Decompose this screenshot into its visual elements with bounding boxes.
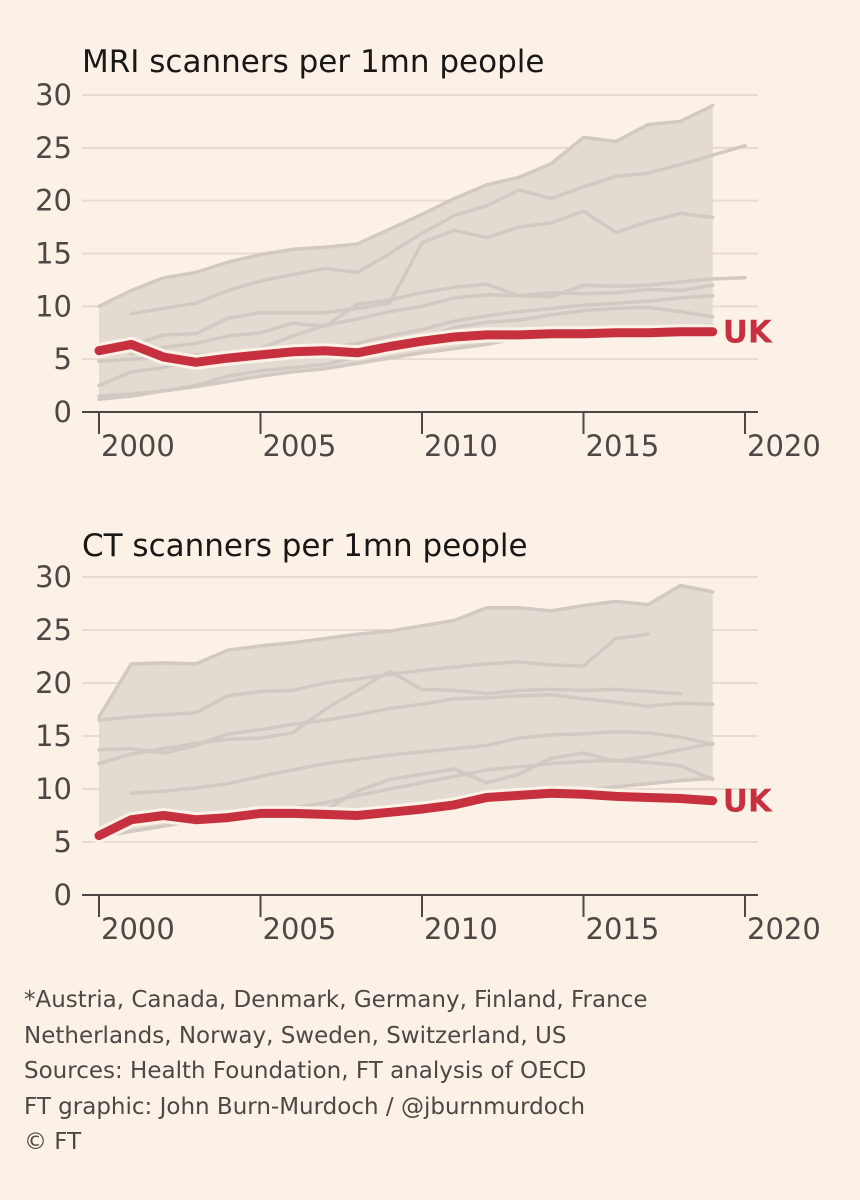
ct-y-tick-label: 25 [35,613,72,647]
mri-x-tick-label: 2010 [424,429,498,463]
ct-y-tick-label: 20 [35,666,72,700]
ct-peer-max-line [97,583,715,719]
mri-chart: MRI scanners per 1mn people 0 5 10 15 20 25 30… [35,44,821,463]
ct-x-tick-label: 2005 [263,912,337,946]
mri-peer-country-line [129,143,747,316]
mri-x-tick-label: 2020 [747,429,821,463]
ct-y-tick-label: 5 [54,825,72,859]
ct-peer-country-line [97,669,683,766]
ct-uk-line [94,788,718,841]
mri-y-tick-label: 30 [35,78,72,112]
ct-peer-country-line [97,632,650,722]
mri-uk-line [94,327,718,367]
mri-y-tick-label: 0 [54,395,72,429]
mri-x-tick-label: 2000 [101,429,175,463]
mri-y-tick-label: 25 [35,131,72,165]
ct-peer-country-line [97,692,715,755]
footnote-copyright: © FT [24,1129,82,1155]
mri-x-tick-label: 2015 [586,429,660,463]
ct-y-tick-label: 30 [35,560,72,594]
footnote-countries-2: Netherlands, Norway, Sweden, Switzerland… [24,1022,567,1049]
mri-y-tick-label: 5 [54,342,72,376]
footnote-sources: Sources: Health Foundation, FT analysis … [24,1058,587,1084]
ct-peer-country-line [258,758,715,815]
mri-peer-range-band [99,105,713,400]
ct-x-tick-label: 2020 [747,912,821,946]
mri-x-tick-label: 2005 [263,429,337,463]
ct-y-tick-label: 15 [35,719,72,753]
footnote-credit: FT graphic: John Burn-Murdoch / @jburnmu… [24,1093,586,1120]
ct-y-tick-label: 10 [35,772,72,806]
footnote-countries-1: *Austria, Canada, Denmark, Germany, Finl… [24,987,648,1013]
mri-chart-title: MRI scanners per 1mn people [82,44,544,80]
ct-x-tick-label: 2000 [101,912,175,946]
ct-uk-series-label: UK [723,784,773,820]
ct-x-tick-label: 2015 [586,912,660,946]
mri-y-tick-label: 15 [35,237,72,271]
ct-y-tick-label: 0 [54,878,72,912]
mri-uk-series-label: UK [723,315,773,351]
ct-x-tick-label: 2010 [424,912,498,946]
ct-chart: CT scanners per 1mn people 0 5 10 15 20 25 30 2… [35,528,821,946]
mri-peer-max-line [97,103,715,309]
ct-chart-title: CT scanners per 1mn people [82,528,528,564]
mri-y-tick-label: 10 [35,289,72,323]
mri-y-tick-label: 20 [35,184,72,218]
mri-peer-country-line [129,276,747,356]
ct-peer-country-line [129,730,715,795]
footnotes: *Austria, Canada, Denmark, Germany, Finl… [24,983,824,1161]
mri-peer-country-line [97,209,715,358]
figure: MRI scanners per 1mn people 0 5 10 15 20 25 30… [35,44,821,946]
